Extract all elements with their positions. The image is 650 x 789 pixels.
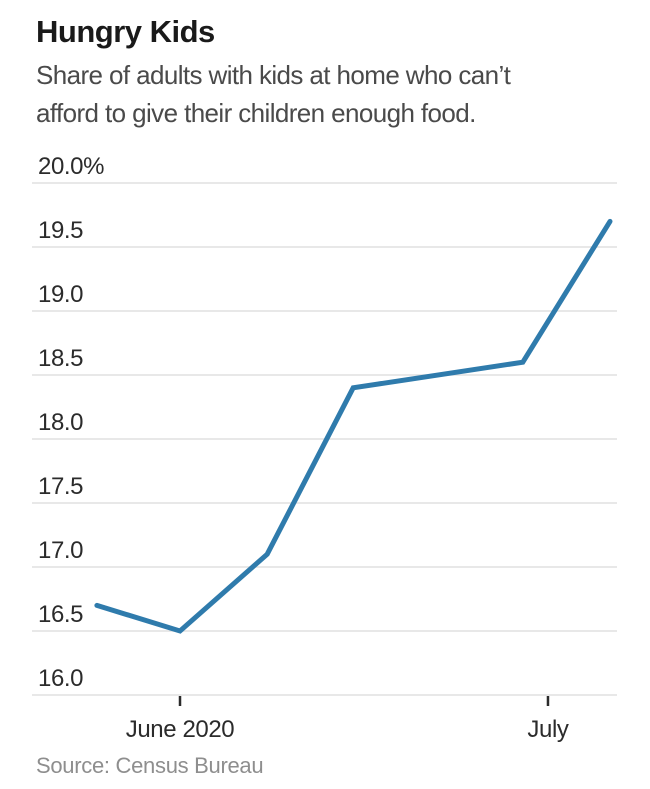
chart-subtitle: Share of adults with kids at home who ca… — [36, 56, 636, 132]
subtitle-line-2: afford to give their children enough foo… — [36, 98, 476, 128]
y-axis-label: 17.5 — [38, 473, 83, 500]
y-axis-label: 19.0 — [38, 281, 83, 308]
y-axis-label: 16.0 — [38, 665, 83, 692]
y-axis-label: 18.0 — [38, 409, 83, 436]
x-axis-label: July — [527, 716, 568, 743]
line-chart: 20.0% 19.5 19.0 18.5 18.0 17.5 17.0 16.5 16.0 Jun… — [32, 153, 617, 743]
y-axis-label: 17.0 — [38, 537, 83, 564]
y-axis-label: 20.0% — [38, 153, 104, 180]
y-axis-label: 19.5 — [38, 217, 83, 244]
subtitle-line-1: Share of adults with kids at home who ca… — [36, 60, 511, 90]
y-axis-label: 16.5 — [38, 601, 83, 628]
x-axis-label: June 2020 — [126, 716, 235, 743]
data-line — [94, 218, 613, 634]
y-axis-label: 18.5 — [38, 345, 83, 372]
chart-title: Hungry Kids — [36, 14, 215, 49]
source-note: Source: Census Bureau — [36, 753, 264, 778]
